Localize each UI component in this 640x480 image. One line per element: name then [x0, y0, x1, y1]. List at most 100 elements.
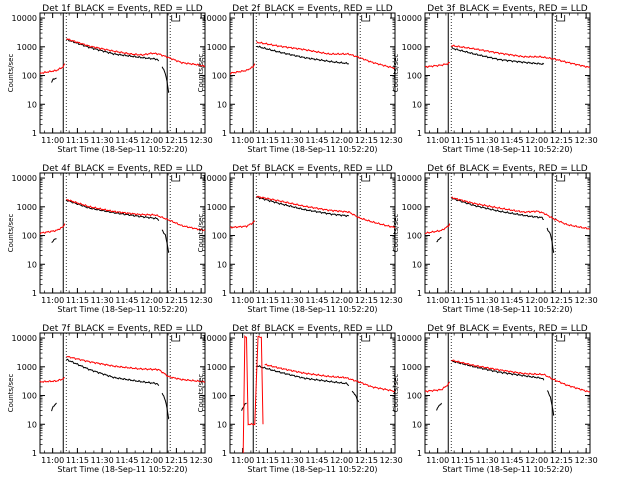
x-axis-label: Start Time (18-Sep-11 10:52:20)	[442, 465, 572, 474]
x-tick-label: 11:15	[451, 296, 474, 305]
y-axis-label: Counts/sec	[392, 54, 400, 93]
y-axis-label: Counts/sec	[7, 374, 15, 413]
y-tick-label: 10	[217, 100, 227, 109]
y-tick-label: 10	[27, 260, 37, 269]
plot-frame	[39, 12, 206, 134]
interval-flag	[361, 335, 371, 342]
plot-frame	[229, 12, 396, 134]
x-tick-label: 11:30	[91, 136, 114, 145]
y-tick-label: 100	[407, 72, 422, 81]
y-tick-label: 10000	[12, 334, 37, 343]
x-axis-label: Start Time (18-Sep-11 10:52:20)	[57, 305, 187, 314]
series-lld-line	[256, 195, 396, 229]
x-tick-label: 11:15	[256, 456, 279, 465]
series-events-line	[436, 402, 442, 411]
series-events-line	[51, 77, 57, 83]
y-tick-label: 10	[412, 260, 422, 269]
interval-flag	[361, 15, 371, 22]
x-tick-label: 12:15	[550, 136, 573, 145]
panel-title: Det 9f_BLACK = Events, RED = LLD	[427, 324, 587, 334]
x-tick-label: 11:00	[426, 296, 449, 305]
series-lld-line	[451, 359, 591, 393]
plot-frame	[229, 332, 396, 454]
series-lld-line	[66, 355, 206, 383]
x-tick-label: 12:00	[525, 136, 548, 145]
x-tick-label: 11:00	[231, 136, 254, 145]
x-tick-label: 12:00	[525, 456, 548, 465]
x-tick-label: 12:30	[190, 456, 213, 465]
y-tick-label: 10	[27, 100, 37, 109]
x-tick-label: 11:30	[476, 296, 499, 305]
x-tick-label: 12:00	[140, 296, 163, 305]
x-tick-label: 11:45	[115, 136, 138, 145]
y-tick-label: 10	[412, 420, 422, 429]
panel-title: Det 3f_BLACK = Events, RED = LLD	[427, 4, 587, 14]
x-tick-label: 12:15	[550, 456, 573, 465]
series-lld-line	[451, 44, 591, 69]
x-tick-label: 12:30	[575, 456, 598, 465]
panel-title: Det 2f_BLACK = Events, RED = LLD	[232, 4, 392, 14]
x-tick-label: 11:00	[231, 296, 254, 305]
x-tick-label: 11:30	[476, 456, 499, 465]
x-tick-label: 12:15	[355, 296, 378, 305]
x-tick-label: 11:00	[426, 136, 449, 145]
x-tick-label: 12:00	[525, 296, 548, 305]
x-tick-label: 11:00	[41, 456, 64, 465]
x-tick-label: 11:45	[115, 296, 138, 305]
interval-flag	[556, 335, 566, 342]
y-tick-label: 10000	[202, 14, 227, 23]
plot-frame	[424, 332, 591, 454]
x-tick-label: 11:15	[66, 456, 89, 465]
x-axis-label: Start Time (18-Sep-11 10:52:20)	[247, 145, 377, 154]
series-events-line	[65, 199, 160, 221]
series-events-line	[256, 45, 350, 65]
x-tick-label: 12:30	[190, 136, 213, 145]
x-tick-label: 11:45	[115, 456, 138, 465]
y-tick-label: 1	[32, 289, 37, 298]
series-lld-line	[256, 40, 396, 70]
y-tick-label: 10000	[12, 14, 37, 23]
series-events-line	[161, 229, 170, 253]
y-axis-label: Counts/sec	[197, 54, 205, 93]
y-axis-label: Counts/sec	[7, 54, 15, 93]
series-lld-line	[451, 196, 591, 230]
series-lld-line	[66, 198, 206, 232]
x-tick-label: 11:00	[426, 456, 449, 465]
panel-det-3f: Det 3f_BLACK = Events, RED = LLD 1 10 100 10…	[392, 4, 598, 154]
y-tick-label: 1	[222, 129, 227, 138]
panel-title: Det 4f_BLACK = Events, RED = LLD	[42, 164, 202, 174]
series-lld-line	[39, 63, 66, 74]
series-events-line	[51, 402, 57, 412]
y-tick-label: 100	[22, 72, 37, 81]
plot-frame	[39, 172, 206, 294]
y-tick-label: 100	[22, 232, 37, 241]
x-tick-label: 12:00	[330, 456, 353, 465]
series-events-line	[546, 390, 555, 416]
panel-title: Det 1f_BLACK = Events, RED = LLD	[42, 4, 202, 14]
x-axis-label: Start Time (18-Sep-11 10:52:20)	[57, 465, 187, 474]
x-tick-label: 12:15	[165, 296, 188, 305]
series-lld-line	[424, 61, 450, 69]
y-tick-label: 1000	[17, 43, 37, 52]
series-lld-line	[39, 223, 66, 235]
x-tick-label: 12:15	[165, 136, 188, 145]
series-events-line	[256, 365, 350, 387]
x-tick-label: 11:15	[66, 136, 89, 145]
y-tick-label: 1000	[207, 203, 227, 212]
y-axis-label: Counts/sec	[392, 374, 400, 413]
x-axis-label: Start Time (18-Sep-11 10:52:20)	[57, 145, 187, 154]
x-tick-label: 12:30	[380, 136, 403, 145]
y-tick-label: 1	[32, 449, 37, 458]
series-events-line	[451, 47, 545, 65]
y-tick-label: 10	[217, 260, 227, 269]
x-tick-label: 12:00	[330, 296, 353, 305]
panel-title: Det 5f_BLACK = Events, RED = LLD	[232, 164, 392, 174]
y-tick-label: 1	[417, 129, 422, 138]
y-tick-label: 1	[32, 129, 37, 138]
series-events-line	[66, 358, 160, 386]
x-tick-label: 11:30	[91, 296, 114, 305]
series-events-line	[256, 196, 350, 218]
x-tick-label: 12:00	[330, 136, 353, 145]
series-lld-line	[39, 377, 65, 383]
